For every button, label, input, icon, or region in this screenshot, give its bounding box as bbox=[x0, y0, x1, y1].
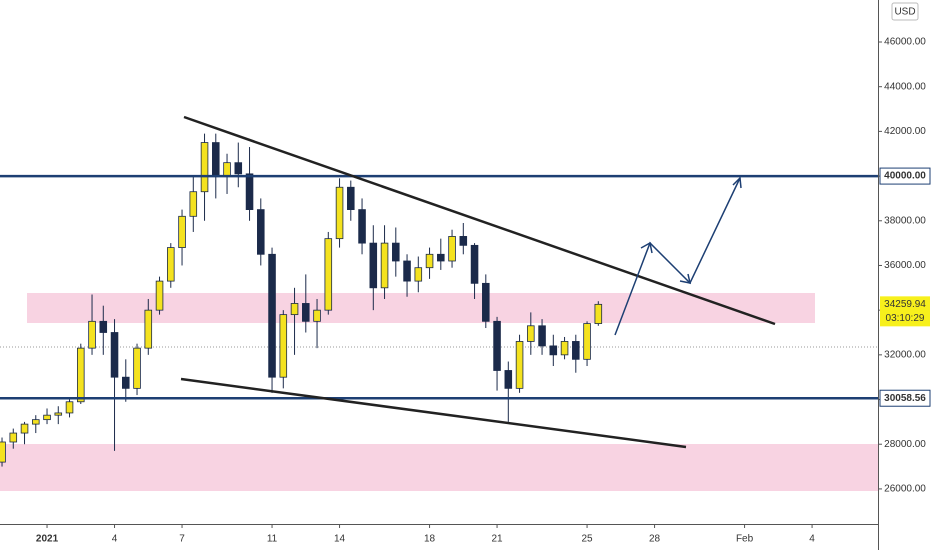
x-tick-label: Feb bbox=[736, 534, 754, 545]
candle-body bbox=[245, 173, 254, 211]
candle-body bbox=[110, 332, 119, 378]
x-tick-label: 7 bbox=[179, 534, 185, 545]
x-tick-label: 14 bbox=[334, 534, 346, 545]
candle-body bbox=[178, 215, 186, 248]
axis: 26000.0028000.0030000.0032000.0034000.00… bbox=[36, 37, 931, 545]
candle-body bbox=[392, 242, 400, 262]
x-tick-label: 4 bbox=[809, 534, 815, 545]
y-tick-label: 28000.00 bbox=[884, 439, 926, 450]
candle-body bbox=[54, 412, 63, 416]
last-price-label: 34259.94 bbox=[884, 299, 926, 310]
candle-body bbox=[369, 242, 378, 289]
trend-line bbox=[183, 115, 776, 326]
candle-body bbox=[527, 325, 535, 342]
candle-body bbox=[560, 341, 569, 356]
candle-body bbox=[189, 191, 198, 217]
y-tick-label: 26000.00 bbox=[884, 484, 926, 495]
y-tick-label: 36000.00 bbox=[884, 260, 926, 271]
projection-path bbox=[614, 177, 741, 336]
candle-body bbox=[549, 345, 558, 356]
x-tick-label: 2021 bbox=[36, 534, 59, 545]
level-label: 30058.56 bbox=[884, 393, 926, 404]
y-tick-label: 44000.00 bbox=[884, 81, 926, 92]
x-tick-label: 4 bbox=[112, 534, 118, 545]
currency-label: USD bbox=[894, 7, 915, 18]
level-label: 40000.00 bbox=[884, 171, 926, 182]
candle-body bbox=[268, 253, 276, 378]
candle-body bbox=[9, 432, 18, 443]
x-tick-label: 18 bbox=[424, 534, 436, 545]
x-tick-label: 21 bbox=[491, 534, 503, 545]
drawings bbox=[180, 115, 776, 449]
candle-body bbox=[302, 303, 310, 322]
candle-body bbox=[290, 303, 299, 316]
candle-body bbox=[43, 414, 51, 421]
candle-body bbox=[515, 341, 524, 389]
candle-body bbox=[459, 236, 468, 246]
candle-body bbox=[65, 401, 74, 414]
x-tick-label: 11 bbox=[267, 534, 278, 545]
candle-body bbox=[313, 309, 321, 322]
candle-body bbox=[155, 280, 164, 311]
candle-body bbox=[594, 303, 603, 324]
candle-body bbox=[583, 323, 591, 360]
plot bbox=[0, 133, 878, 467]
currency-box[interactable] bbox=[891, 2, 919, 21]
candle-body bbox=[493, 320, 501, 371]
candle-body bbox=[257, 209, 265, 255]
candle-body bbox=[200, 142, 209, 193]
candle-body bbox=[437, 253, 445, 262]
last-price-box bbox=[880, 296, 930, 327]
candle-body bbox=[0, 441, 6, 463]
candle-body bbox=[88, 320, 96, 349]
candle-body bbox=[470, 244, 479, 284]
candle-body bbox=[425, 253, 434, 269]
x-tick-label: 28 bbox=[649, 534, 661, 545]
y-tick-label: 38000.00 bbox=[884, 215, 926, 226]
candle-body bbox=[167, 247, 175, 282]
y-tick-label: 42000.00 bbox=[884, 126, 926, 137]
arrow-head bbox=[679, 273, 691, 284]
candle-body bbox=[347, 186, 355, 210]
candle-body bbox=[32, 419, 40, 425]
x-tick-label: 25 bbox=[581, 534, 593, 545]
candle-body bbox=[99, 320, 108, 333]
candle-body bbox=[538, 325, 546, 347]
arrow-head bbox=[640, 241, 653, 254]
level-label-box bbox=[879, 389, 931, 407]
candle-body bbox=[223, 162, 231, 177]
candle-body bbox=[335, 186, 344, 240]
candle-body bbox=[414, 267, 423, 282]
candle-body bbox=[403, 260, 411, 282]
candle-body bbox=[20, 423, 29, 434]
candle-body bbox=[144, 309, 153, 349]
candle-body bbox=[504, 370, 513, 389]
countdown-label: 03:10:29 bbox=[886, 313, 925, 324]
candle-body bbox=[122, 376, 130, 389]
y-tick-label: 32000.00 bbox=[884, 349, 926, 360]
candle-body bbox=[133, 347, 141, 389]
arrow-head bbox=[732, 176, 742, 189]
candle-body bbox=[77, 347, 85, 403]
candle-body bbox=[358, 209, 366, 244]
trend-line bbox=[180, 377, 687, 449]
level-label-box bbox=[879, 167, 931, 185]
candle-body bbox=[572, 341, 580, 360]
support-zone bbox=[0, 444, 878, 491]
y-tick-label: 46000.00 bbox=[884, 37, 926, 48]
candle-body bbox=[380, 242, 389, 289]
candle-body bbox=[448, 236, 456, 262]
candle-body bbox=[279, 314, 288, 378]
candle-body bbox=[212, 142, 220, 177]
candle-body bbox=[324, 238, 333, 311]
candle-body bbox=[234, 162, 243, 175]
candle-body bbox=[482, 282, 490, 322]
